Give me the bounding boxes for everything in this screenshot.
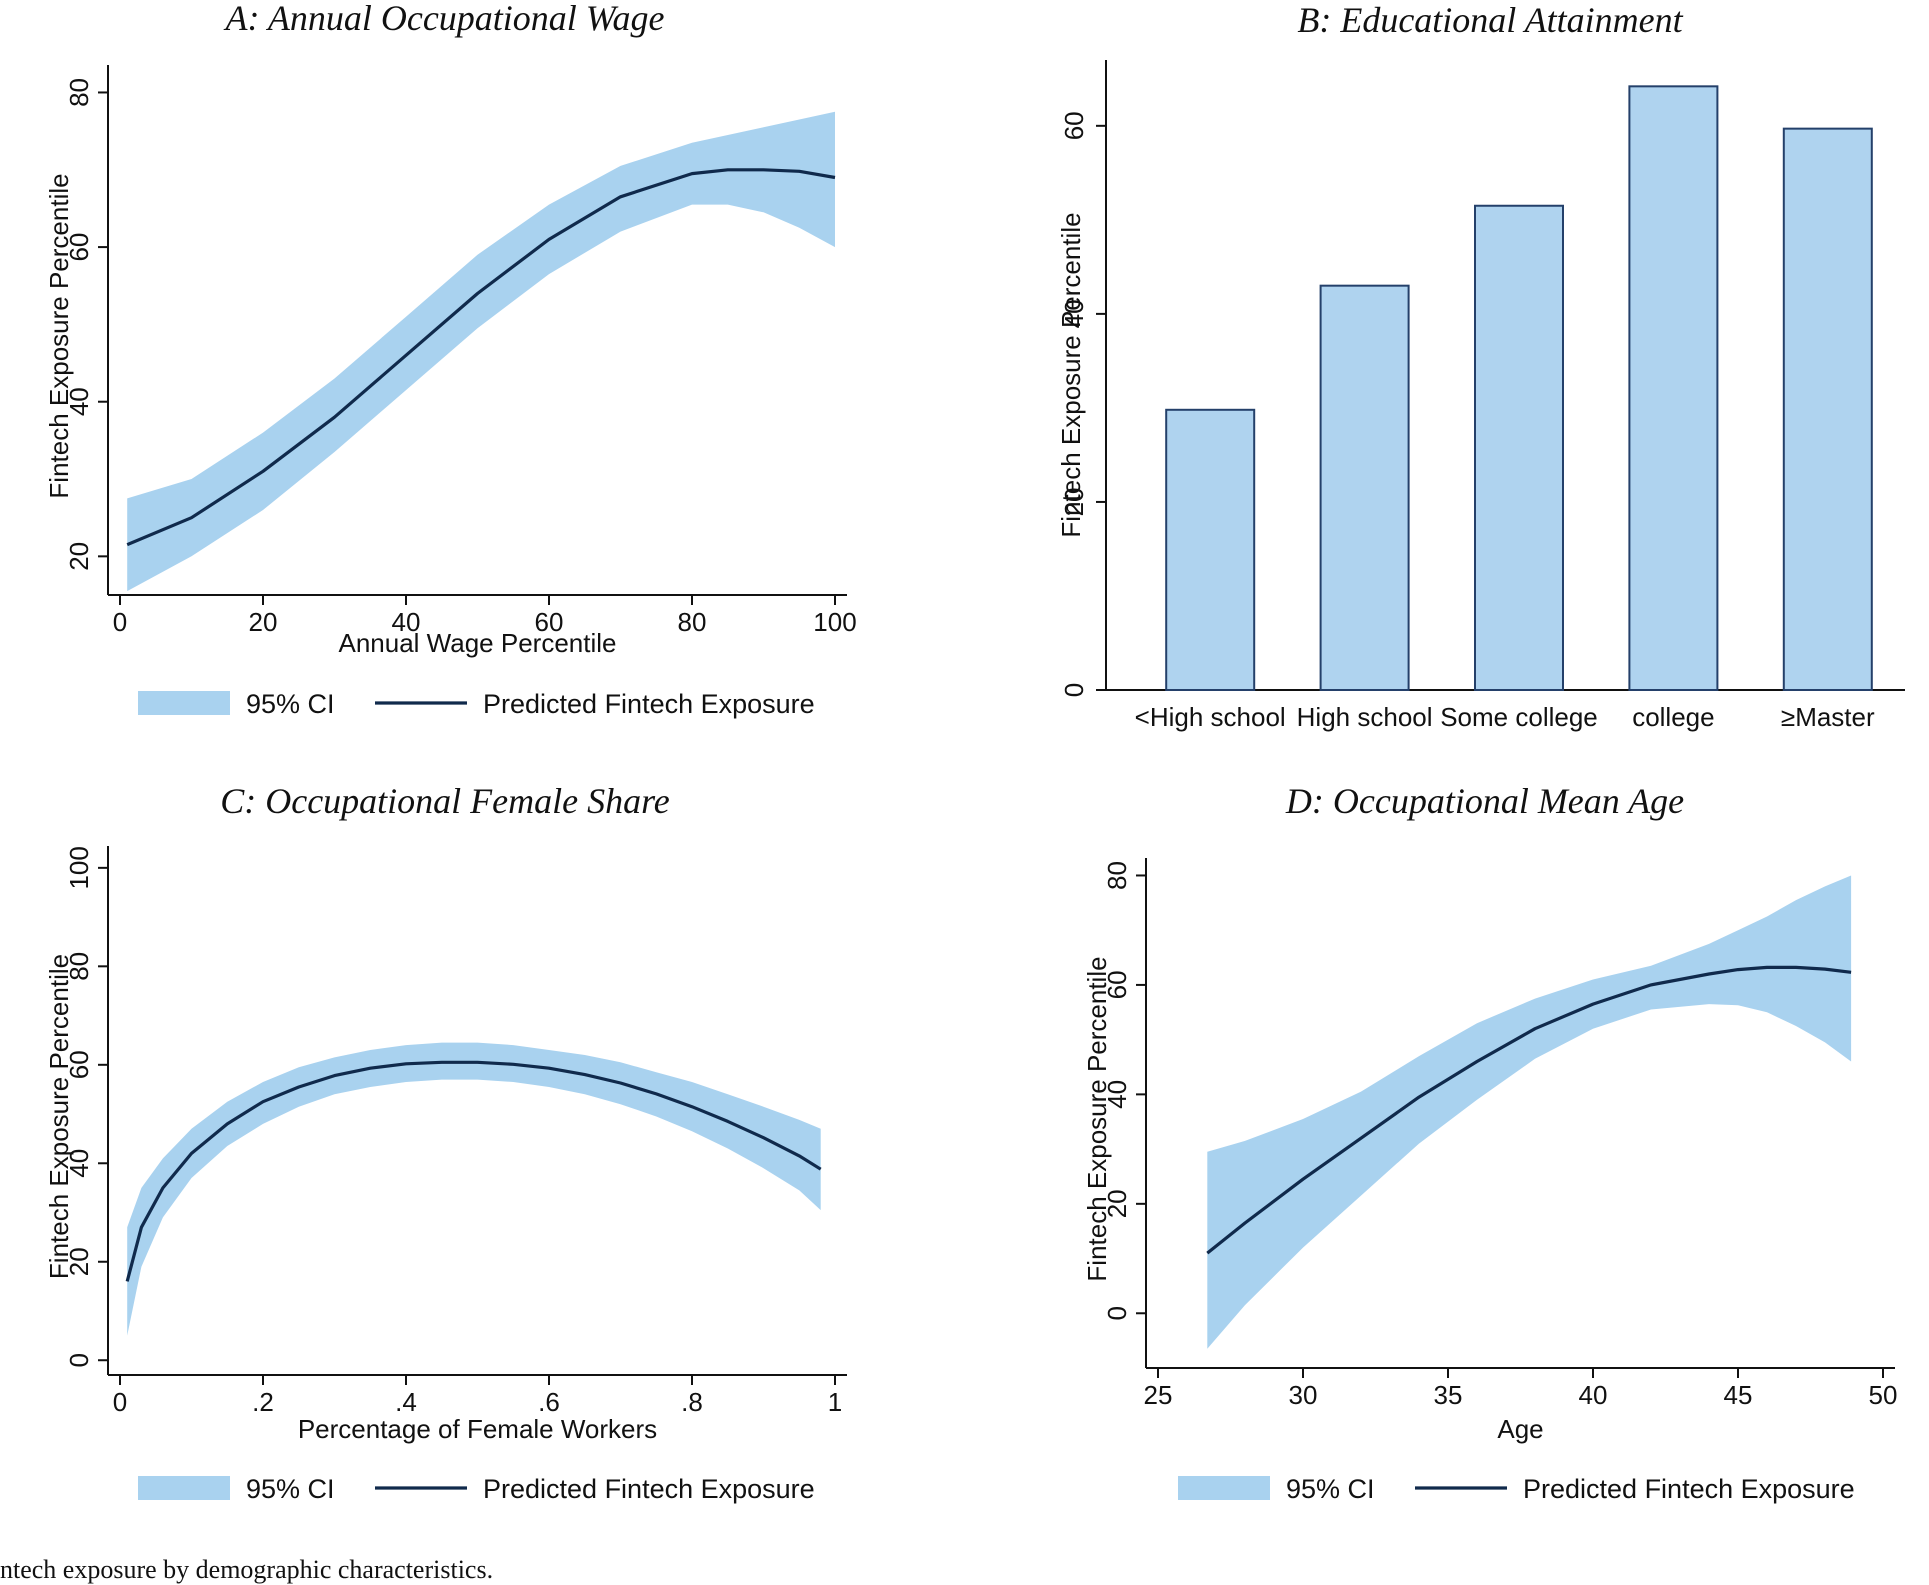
x-tick-label: 25	[1144, 1380, 1173, 1410]
y-tick-label: 20	[1102, 1189, 1132, 1218]
y-tick-label: 40	[1102, 1080, 1132, 1109]
y-tick-label: 40	[64, 1149, 94, 1178]
prediction-line	[1206, 965, 1852, 1255]
x-tick-label: .4	[395, 1387, 417, 1417]
ci-band	[127, 1042, 821, 1336]
ci-band	[127, 111, 835, 592]
x-tick-label: 45	[1724, 1380, 1753, 1410]
x-tick-label: Some college	[1440, 702, 1598, 732]
y-axis-label: Fintech Exposure Percentile	[44, 173, 74, 498]
y-tick-label: 60	[1102, 970, 1132, 999]
legend-ci-label: 95% CI	[1286, 1474, 1375, 1504]
legend-ci-swatch	[138, 691, 230, 715]
legend-line-label: Predicted Fintech Exposure	[1523, 1474, 1855, 1504]
x-tick-label: 60	[535, 607, 564, 637]
legend-ci-label: 95% CI	[246, 1474, 335, 1504]
y-axis-label: Fintech Exposure Percentile	[1056, 212, 1086, 537]
x-axis-label: Percentage of Female Workers	[298, 1414, 657, 1444]
x-tick-label: 0	[113, 607, 127, 637]
x-tick-label: .2	[252, 1387, 274, 1417]
y-tick-label: 80	[64, 78, 94, 107]
x-tick-label: 20	[249, 607, 278, 637]
x-tick-label: 100	[813, 607, 856, 637]
x-tick-label: 0	[113, 1387, 127, 1417]
prediction-line	[125, 1060, 822, 1282]
y-tick-label: 60	[64, 1050, 94, 1079]
y-tick-label: 0	[1102, 1306, 1132, 1320]
figure-caption: ntech exposure by demographic characteri…	[0, 1555, 493, 1584]
x-tick-label: <High school	[1135, 702, 1286, 732]
panel-title: D: Occupational Mean Age	[1285, 781, 1684, 821]
y-tick-label: 40	[64, 387, 94, 416]
y-tick-label: 100	[64, 846, 94, 889]
x-tick-label: 40	[392, 607, 421, 637]
panel-c-female-share: C: Occupational Female Share 0 .2 .4 .6 .8 1 0 2…	[44, 781, 847, 1504]
panel-title: C: Occupational Female Share	[220, 781, 670, 821]
panel-title: B: Educational Attainment	[1297, 0, 1683, 40]
panel-d-mean-age: D: Occupational Mean Age 25 30 35 40 45 50 0 20 4…	[1082, 781, 1897, 1504]
y-tick-label: 20	[1059, 487, 1089, 516]
ci-band	[1207, 875, 1852, 1349]
y-tick-label: 80	[64, 952, 94, 981]
y-tick-label: 0	[1059, 683, 1089, 697]
prediction-line	[126, 168, 836, 547]
x-axis-label: Age	[1497, 1414, 1543, 1444]
y-axis-label: Fintech Exposure Percentile	[44, 954, 74, 1279]
x-tick-label: 1	[828, 1387, 842, 1417]
x-axis-label: Annual Wage Percentile	[339, 628, 617, 658]
x-tick-label: 30	[1289, 1380, 1318, 1410]
bar	[1474, 204, 1564, 691]
x-tick-label: 35	[1434, 1380, 1463, 1410]
x-tick-label: .6	[538, 1387, 560, 1417]
bar	[1165, 408, 1256, 691]
x-tick-label: .8	[681, 1387, 703, 1417]
legend-ci-swatch	[138, 1476, 230, 1500]
x-tick-label: college	[1632, 702, 1714, 732]
x-tick-label: 80	[678, 607, 707, 637]
legend-line-label: Predicted Fintech Exposure	[483, 689, 815, 719]
y-axis-label: Fintech Exposure Percentile	[1082, 956, 1112, 1281]
bar	[1628, 85, 1719, 691]
y-tick-label: 20	[64, 542, 94, 571]
panel-a-wage: A: Annual Occupational Wage 0 20 40 60 80 100 2…	[44, 0, 857, 719]
bar	[1782, 127, 1873, 691]
x-tick-label: 50	[1869, 1380, 1898, 1410]
x-tick-label: ≥Master	[1781, 702, 1875, 732]
y-tick-label: 60	[64, 233, 94, 262]
bar	[1319, 284, 1410, 691]
y-tick-label: 0	[64, 1353, 94, 1367]
x-tick-label: 40	[1579, 1380, 1608, 1410]
panel-title: A: Annual Occupational Wage	[224, 0, 665, 38]
y-tick-label: 20	[64, 1247, 94, 1276]
legend-ci-swatch	[1178, 1476, 1270, 1500]
panel-b-education: B: Educational Attainment 0 20 40 60 Fintech …	[1056, 0, 1905, 732]
y-tick-label: 40	[1059, 299, 1089, 328]
y-tick-label: 60	[1059, 111, 1089, 140]
y-tick-label: 80	[1102, 861, 1132, 890]
x-tick-label: High school	[1297, 702, 1433, 732]
legend-ci-label: 95% CI	[246, 689, 335, 719]
legend-line-label: Predicted Fintech Exposure	[483, 1474, 815, 1504]
